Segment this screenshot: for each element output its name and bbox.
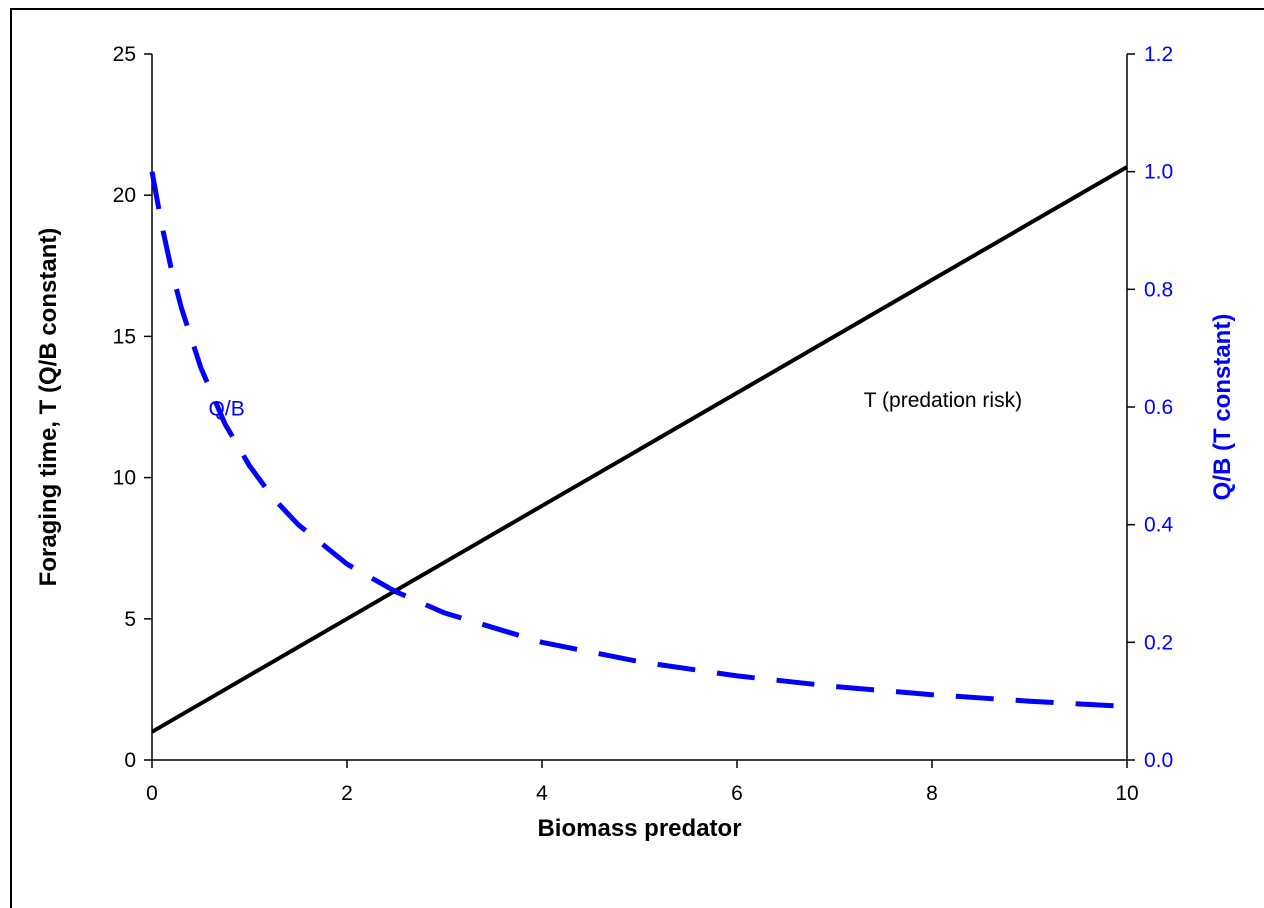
y-left-tick-label: 25	[113, 43, 136, 66]
y-left-tick-label: 10	[113, 467, 136, 490]
y-right-tick-label: 0.2	[1144, 631, 1173, 654]
y-right-tick-label: 0.8	[1144, 278, 1173, 301]
x-axis-title: Biomass predator	[537, 815, 741, 842]
series-layer	[149, 165, 1129, 734]
series-line-qb	[149, 171, 1128, 709]
y-right-tick-label: 0.6	[1144, 396, 1173, 419]
axes: 0 2 4 6 8 10 0 5 10 15 20 25 0.0 0.2 0.4 0.6 0.8 1.0 1.2	[113, 43, 1174, 805]
y-right-tick-label: 1.2	[1144, 43, 1173, 66]
y-left-tick-label: 20	[113, 184, 136, 207]
series-line-t	[150, 165, 1129, 734]
y-right-tick-label: 0.4	[1144, 514, 1174, 537]
x-tick-label: 4	[536, 782, 548, 805]
chart-frame	[10, 8, 1264, 908]
x-tick-label: 2	[341, 782, 353, 805]
y-axis-right-title: Q/B (T constant)	[1209, 314, 1236, 501]
labels: Biomass predator Foraging time, T (Q/B c…	[35, 228, 1236, 842]
y-axis-left-title: Foraging time, T (Q/B constant)	[35, 228, 62, 587]
annotation-t-predation-risk: T (predation risk)	[864, 389, 1022, 412]
y-left-tick-label: 5	[124, 608, 136, 631]
x-tick-label: 6	[731, 782, 743, 805]
annotation-qb: Q/B	[209, 397, 245, 420]
x-tick-label: 0	[146, 782, 158, 805]
y-right-tick-label: 1.0	[1144, 161, 1173, 184]
y-left-tick-label: 0	[124, 749, 136, 772]
x-tick-label: 10	[1115, 782, 1138, 805]
y-right-tick-label: 0.0	[1144, 749, 1173, 772]
x-tick-label: 8	[926, 782, 938, 805]
y-left-tick-label: 15	[113, 325, 136, 348]
